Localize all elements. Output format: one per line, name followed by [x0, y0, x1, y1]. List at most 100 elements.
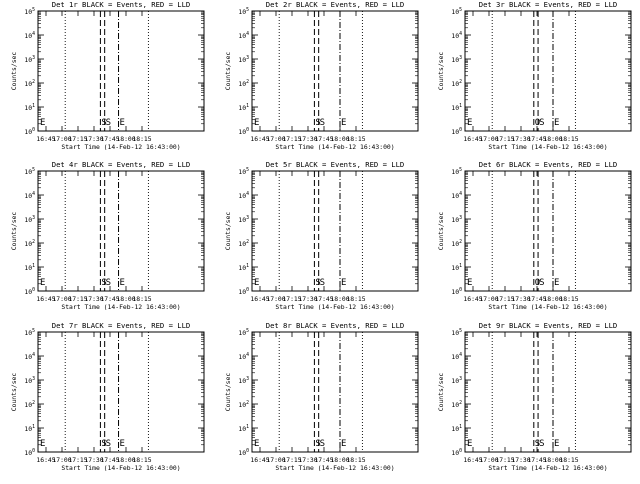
x-tick-label: 16:45: [36, 456, 55, 464]
x-tick-label: 17:15: [282, 295, 301, 303]
x-tick-label: 18:15: [559, 135, 578, 143]
y-tick-label: 102: [451, 79, 462, 88]
y-tick-label: 101: [451, 263, 462, 272]
event-marker-label: S: [106, 278, 111, 288]
y-tick-label: 105: [238, 7, 249, 16]
y-tick-label: 101: [451, 424, 462, 433]
event-marker-label: E: [341, 439, 346, 449]
chart-panel-2: Det 2r BLACK = Events, RED = LLD 100 101 10…: [224, 0, 419, 151]
plot-frame: [251, 331, 419, 453]
plot-frame: [37, 10, 205, 132]
y-axis-label: Counts/sec: [10, 52, 18, 91]
x-axis-label: Start Time (14-Feb-12 16:43:00): [488, 464, 607, 472]
x-tick-label: 18:15: [132, 135, 151, 143]
y-tick-label: 101: [24, 263, 35, 272]
y-axis-label: Counts/sec: [224, 52, 232, 91]
y-axis-label: Counts/sec: [224, 212, 232, 251]
x-tick-label: 18:15: [559, 456, 578, 464]
x-axis-label: Start Time (14-Feb-12 16:43:00): [275, 143, 394, 151]
x-tick-label: 16:45: [463, 135, 482, 143]
x-tick-label: 16:45: [36, 135, 55, 143]
plot-frame: [464, 10, 632, 132]
x-tick-label: 17:15: [68, 295, 87, 303]
y-tick-label: 100: [24, 127, 35, 136]
chart-panel-5: Det 5r BLACK = Events, RED = LLD 100 101 10…: [224, 160, 419, 311]
event-marker-label: S: [539, 118, 544, 128]
x-tick-label: 16:45: [250, 135, 269, 143]
x-tick-label: 18:15: [346, 135, 365, 143]
y-tick-label: 103: [238, 215, 249, 224]
event-marker-label: S: [106, 439, 111, 449]
plot-frame: [251, 170, 419, 292]
x-tick-label: 17:45: [100, 456, 119, 464]
y-tick-label: 102: [24, 400, 35, 409]
x-tick-label: 17:00: [52, 456, 71, 464]
y-tick-label: 100: [238, 127, 249, 136]
y-axis-label: Counts/sec: [10, 373, 18, 412]
x-tick-label: 16:45: [463, 295, 482, 303]
x-tick-label: 17:45: [314, 456, 333, 464]
chart-title: Det 3r BLACK = Events, RED = LLD: [479, 0, 617, 9]
y-tick-label: 105: [451, 7, 462, 16]
y-tick-label: 100: [24, 448, 35, 457]
y-tick-label: 102: [238, 79, 249, 88]
event-marker-label: S: [315, 439, 320, 449]
event-marker-label: S: [101, 118, 106, 128]
x-axis-label: Start Time (14-Feb-12 16:43:00): [488, 303, 607, 311]
event-marker-label: E: [554, 439, 559, 449]
event-marker-label: S: [101, 278, 106, 288]
y-tick-label: 101: [24, 103, 35, 112]
x-tick-label: 18:00: [116, 456, 135, 464]
y-tick-label: 101: [451, 103, 462, 112]
y-tick-label: 100: [24, 287, 35, 296]
plot-frame: [464, 331, 632, 453]
y-tick-label: 104: [238, 191, 249, 200]
event-marker-label: E: [341, 278, 346, 288]
plot-frame: [251, 10, 419, 132]
y-tick-label: 101: [238, 424, 249, 433]
event-marker-label: E: [254, 278, 259, 288]
chart-panel-7: Det 7r BLACK = Events, RED = LLD 100 101 10…: [10, 321, 205, 472]
x-tick-label: 18:00: [330, 456, 349, 464]
event-marker-label: S: [101, 439, 106, 449]
y-tick-label: 102: [238, 239, 249, 248]
x-tick-label: 16:45: [250, 456, 269, 464]
x-tick-label: 17:30: [84, 456, 103, 464]
x-tick-label: 17:15: [282, 456, 301, 464]
x-tick-label: 16:45: [463, 456, 482, 464]
x-tick-label: 17:00: [52, 135, 71, 143]
x-tick-label: 17:45: [100, 295, 119, 303]
y-axis-label: Counts/sec: [437, 52, 445, 91]
x-tick-label: 17:30: [511, 135, 530, 143]
event-marker-label: S: [539, 439, 544, 449]
x-tick-label: 17:00: [479, 295, 498, 303]
y-tick-label: 104: [451, 352, 462, 361]
y-tick-label: 103: [238, 55, 249, 64]
chart-title: Det 7r BLACK = Events, RED = LLD: [52, 321, 190, 330]
chart-title: Det 9r BLACK = Events, RED = LLD: [479, 321, 617, 330]
event-marker-label: S: [315, 278, 320, 288]
x-axis-label: Start Time (14-Feb-12 16:43:00): [61, 143, 180, 151]
x-tick-label: 18:00: [330, 295, 349, 303]
y-tick-label: 104: [451, 31, 462, 40]
x-tick-label: 18:15: [132, 295, 151, 303]
plot-frame: [37, 170, 205, 292]
y-tick-label: 104: [24, 191, 35, 200]
y-tick-label: 103: [24, 215, 35, 224]
event-marker-label: E: [120, 118, 125, 128]
x-tick-label: 17:15: [495, 295, 514, 303]
x-tick-label: 17:45: [100, 135, 119, 143]
event-marker-label: S: [320, 439, 325, 449]
event-marker-label: S: [535, 439, 540, 449]
y-axis-label: Counts/sec: [437, 373, 445, 412]
y-tick-label: 104: [24, 352, 35, 361]
event-marker-label: E: [40, 278, 45, 288]
y-tick-label: 102: [451, 400, 462, 409]
chart-panel-9: Det 9r BLACK = Events, RED = LLD 100 101 10…: [437, 321, 632, 472]
event-marker-label: E: [467, 439, 472, 449]
x-axis-label: Start Time (14-Feb-12 16:43:00): [61, 303, 180, 311]
plot-frame: [464, 170, 632, 292]
x-tick-label: 17:30: [511, 295, 530, 303]
x-tick-label: 17:45: [527, 456, 546, 464]
